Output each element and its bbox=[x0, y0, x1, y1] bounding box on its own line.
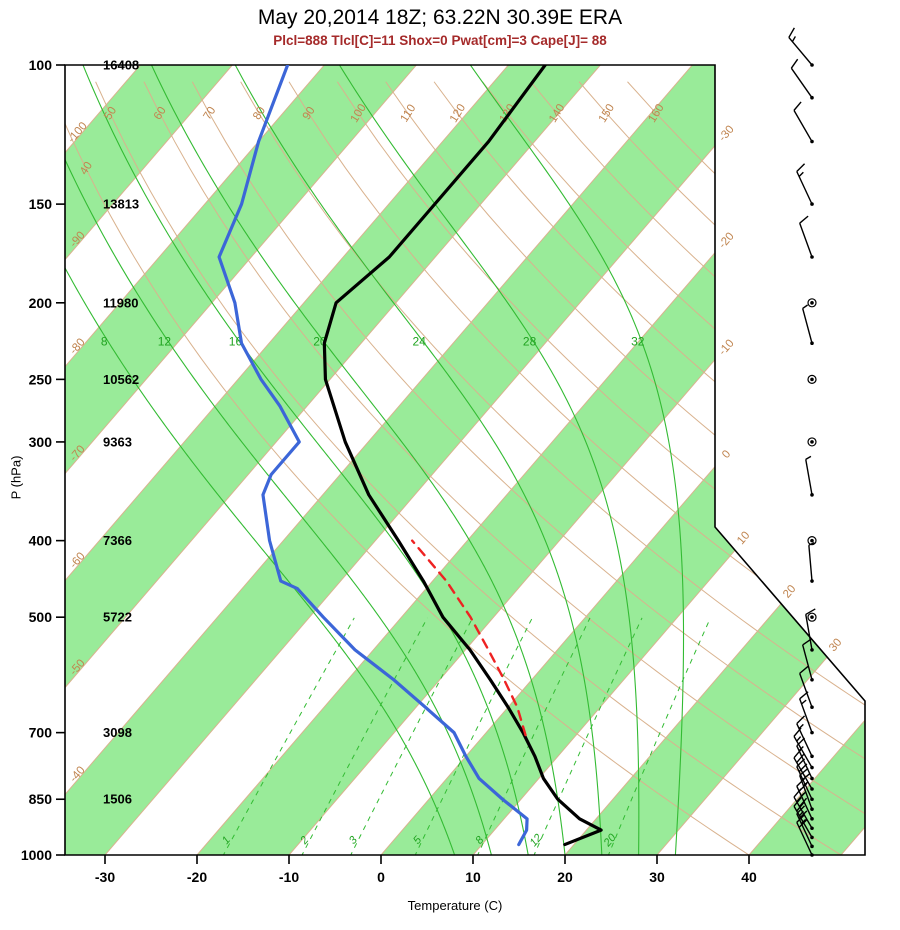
svg-text:9363: 9363 bbox=[103, 434, 132, 449]
svg-text:50: 50 bbox=[102, 105, 119, 122]
svg-text:2: 2 bbox=[298, 834, 312, 847]
svg-text:28: 28 bbox=[523, 335, 537, 349]
svg-text:30: 30 bbox=[827, 637, 844, 655]
svg-text:400: 400 bbox=[29, 533, 53, 549]
svg-text:-10: -10 bbox=[717, 337, 737, 357]
dewpoint-curve bbox=[217, 65, 529, 847]
chart-subtitle: Plcl=888 Tlcl[C]=11 Shox=0 Pwat[cm]=3 Ca… bbox=[273, 33, 607, 48]
svg-text:3098: 3098 bbox=[103, 725, 132, 740]
svg-text:40: 40 bbox=[78, 160, 95, 177]
svg-text:0: 0 bbox=[377, 869, 385, 885]
svg-text:-30: -30 bbox=[717, 124, 737, 144]
svg-text:5722: 5722 bbox=[103, 610, 132, 625]
svg-text:16: 16 bbox=[229, 335, 243, 349]
x-axis-title: Temperature (C) bbox=[407, 898, 503, 913]
svg-text:16408: 16408 bbox=[103, 58, 139, 73]
temperature-curve bbox=[322, 65, 603, 847]
svg-text:250: 250 bbox=[29, 371, 53, 387]
svg-text:10: 10 bbox=[465, 869, 481, 885]
sounding-curves bbox=[217, 65, 603, 847]
svg-text:850: 850 bbox=[29, 791, 53, 807]
chart-title: May 20,2014 18Z; 63.22N 30.39E ERA bbox=[257, 6, 623, 29]
svg-text:10: 10 bbox=[735, 530, 752, 548]
svg-text:60: 60 bbox=[152, 105, 169, 122]
svg-text:24: 24 bbox=[413, 335, 427, 349]
svg-text:20: 20 bbox=[781, 583, 798, 601]
wind-barbs bbox=[788, 27, 817, 857]
svg-text:90: 90 bbox=[301, 105, 318, 122]
svg-text:32: 32 bbox=[631, 335, 645, 349]
svg-text:-20: -20 bbox=[717, 230, 737, 250]
svg-text:80: 80 bbox=[251, 105, 268, 122]
svg-text:500: 500 bbox=[29, 609, 53, 625]
svg-text:13813: 13813 bbox=[103, 197, 139, 212]
svg-text:30: 30 bbox=[649, 869, 665, 885]
svg-text:11980: 11980 bbox=[103, 295, 138, 310]
svg-text:0: 0 bbox=[720, 448, 733, 461]
axis-ticks-and-labels: 1001502002503004005007008501000164081381… bbox=[21, 57, 757, 885]
svg-text:7366: 7366 bbox=[103, 533, 132, 548]
svg-text:1000: 1000 bbox=[21, 847, 52, 863]
svg-text:12: 12 bbox=[158, 335, 172, 349]
svg-text:300: 300 bbox=[29, 434, 53, 450]
svg-text:200: 200 bbox=[29, 295, 53, 311]
moist-adiabats bbox=[65, 65, 685, 855]
svg-text:110: 110 bbox=[399, 103, 419, 125]
mixing-ratio-lines bbox=[222, 617, 711, 855]
svg-text:70: 70 bbox=[201, 105, 218, 122]
svg-text:150: 150 bbox=[29, 196, 53, 212]
svg-text:20: 20 bbox=[557, 869, 573, 885]
svg-text:8: 8 bbox=[101, 335, 108, 349]
svg-text:-20: -20 bbox=[187, 869, 207, 885]
svg-text:10562: 10562 bbox=[103, 372, 139, 387]
svg-text:-10: -10 bbox=[279, 869, 299, 885]
svg-text:12: 12 bbox=[528, 832, 545, 849]
svg-text:3: 3 bbox=[347, 834, 361, 847]
svg-text:1506: 1506 bbox=[103, 792, 132, 807]
y-axis-title: P (hPa) bbox=[8, 455, 24, 500]
svg-text:-30: -30 bbox=[95, 869, 115, 885]
svg-text:700: 700 bbox=[29, 725, 53, 741]
svg-text:100: 100 bbox=[29, 57, 53, 73]
svg-text:40: 40 bbox=[741, 869, 757, 885]
